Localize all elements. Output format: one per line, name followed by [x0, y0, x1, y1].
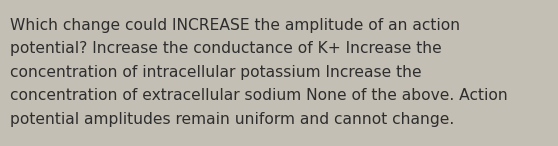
Text: concentration of intracellular potassium Increase the: concentration of intracellular potassium… [10, 65, 422, 80]
Text: Which change could INCREASE the amplitude of an action: Which change could INCREASE the amplitud… [10, 18, 460, 33]
Text: concentration of extracellular sodium None of the above. Action: concentration of extracellular sodium No… [10, 88, 508, 104]
Text: potential amplitudes remain uniform and cannot change.: potential amplitudes remain uniform and … [10, 112, 454, 127]
Text: potential? Increase the conductance of K+ Increase the: potential? Increase the conductance of K… [10, 41, 442, 57]
